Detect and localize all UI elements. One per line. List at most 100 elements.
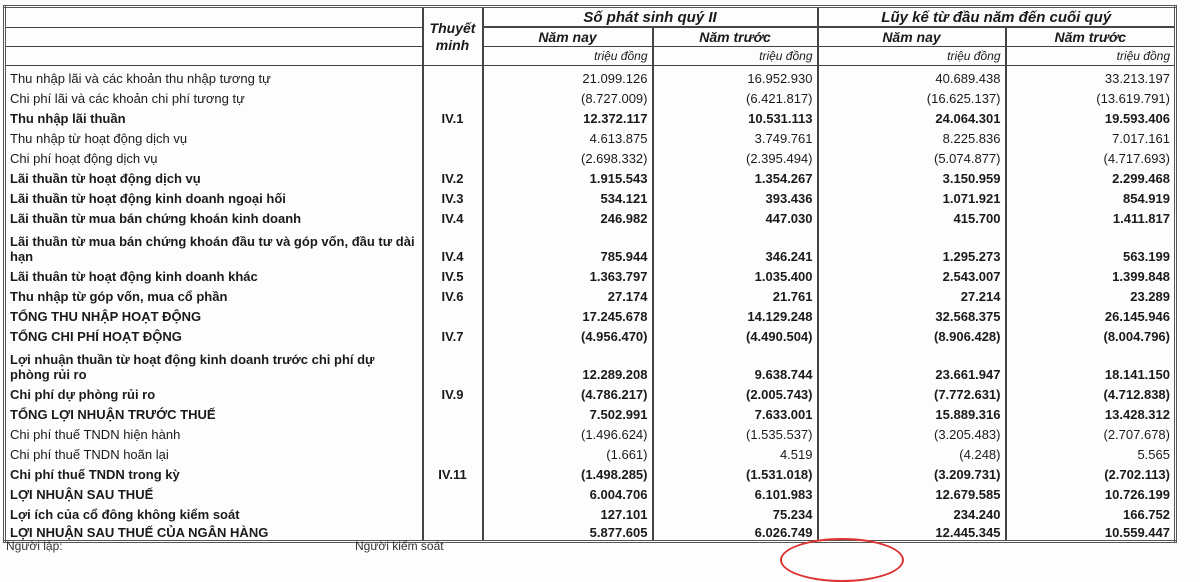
row-note: IV.6 bbox=[421, 283, 483, 304]
row-label: LỢI NHUẬN SAU THUẾ CỦA NGÂN HÀNG bbox=[10, 525, 269, 540]
quarter-this-year-value: 246.982 bbox=[481, 205, 653, 226]
ytd-this-year-value: 27.214 bbox=[816, 283, 1006, 304]
row-label: Chi phí lãi và các khoản chi phí tương t… bbox=[10, 90, 245, 106]
ytd-this-year-value: 32.568.375 bbox=[816, 303, 1006, 324]
row-label: Lãi thuần từ mua bán chứng khoán kinh do… bbox=[10, 210, 302, 226]
row-note: IV.2 bbox=[421, 165, 483, 186]
quarter-last-year-value: 3.749.761 bbox=[651, 125, 818, 146]
ytd-last-year-value: 26.145.946 bbox=[1004, 303, 1176, 324]
quarter-last-year-value: 16.952.930 bbox=[651, 65, 818, 86]
ytd-last-year-value: 18.141.150 bbox=[1004, 343, 1176, 382]
quarter-this-year-value: (8.727.009) bbox=[481, 85, 653, 106]
note-column-header: Thuyết minh bbox=[421, 6, 483, 66]
row-label: Thu nhập lãi và các khoản thu nhập tương… bbox=[10, 70, 271, 86]
quarter-last-year-value: 393.436 bbox=[651, 185, 818, 206]
row-note bbox=[421, 401, 483, 422]
row-label: Lợi ích của cổ đông không kiểm soát bbox=[10, 506, 240, 522]
row-label: Chi phí dự phòng rủi ro bbox=[10, 386, 156, 402]
row-note bbox=[421, 441, 483, 462]
ytd-this-year-value: 24.064.301 bbox=[816, 105, 1006, 126]
quarter-last-year-value: (1.531.018) bbox=[651, 461, 818, 482]
quarter-last-year-value: 346.241 bbox=[651, 225, 818, 264]
table-row: LỢI NHUẬN SAU THUẾ 6.004.706 6.101.983 12.6… bbox=[5, 481, 1176, 502]
red-stamp bbox=[780, 538, 904, 582]
quarter-this-year-value: 12.289.208 bbox=[481, 343, 653, 382]
row-label: Chi phí thuế TNDN trong kỳ bbox=[10, 466, 180, 482]
row-label: TỔNG THU NHẬP HOẠT ĐỘNG bbox=[10, 308, 202, 324]
row-label: Lãi thuần từ hoạt động kinh doanh ngoại … bbox=[10, 190, 286, 206]
table-row: Thu nhập lãi thuần IV.1 12.372.117 10.531.1… bbox=[5, 105, 1176, 126]
ytd-last-year-value: 854.919 bbox=[1004, 185, 1176, 206]
ytd-this-year-value: 3.150.959 bbox=[816, 165, 1006, 186]
quarter-this-year-value: 12.372.117 bbox=[481, 105, 653, 126]
blank-header bbox=[4, 6, 423, 28]
row-note bbox=[421, 303, 483, 324]
row-note: IV.5 bbox=[421, 263, 483, 284]
table-row: LỢI NHUẬN SAU THUẾ CỦA NGÂN HÀNG 5.877.60… bbox=[5, 521, 1176, 542]
unit-label: triệu đồng bbox=[816, 46, 1006, 66]
ytd-last-year-value: 23.289 bbox=[1004, 283, 1176, 304]
quarter-this-year-value: 21.099.126 bbox=[481, 65, 653, 86]
ytd-this-year-header: Năm nay bbox=[816, 27, 1006, 47]
row-label: Thu nhập từ góp vốn, mua cổ phần bbox=[10, 288, 228, 304]
quarter-last-year-value: (6.421.817) bbox=[651, 85, 818, 106]
row-note: IV.4 bbox=[421, 225, 483, 264]
quarter-this-year-value: (1.496.624) bbox=[481, 421, 653, 442]
quarter-this-year-value: 1.363.797 bbox=[481, 263, 653, 284]
unit-label: triệu đồng bbox=[481, 46, 653, 66]
table-row: Thu nhập từ hoạt động dịch vụ 4.613.875 3.… bbox=[5, 125, 1176, 146]
row-note bbox=[421, 85, 483, 106]
ytd-last-year-value: 33.213.197 bbox=[1004, 65, 1176, 86]
table-row: Lãi thuần từ hoạt động kinh doanh ngoại … bbox=[5, 185, 1176, 206]
row-note: IV.7 bbox=[421, 323, 483, 344]
table-row: Lãi thuần từ mua bán chứng khoán đầu tư … bbox=[5, 225, 1176, 264]
row-label: Thu nhập lãi thuần bbox=[10, 110, 126, 126]
table-row: Lợi ích của cổ đông không kiểm soát 127.1… bbox=[5, 501, 1176, 522]
row-label: Thu nhập từ hoạt động dịch vụ bbox=[10, 130, 188, 146]
ytd-last-year-value: 7.017.161 bbox=[1004, 125, 1176, 146]
row-note: IV.11 bbox=[421, 461, 483, 482]
quarter-last-year-value: 1.354.267 bbox=[651, 165, 818, 186]
quarter-this-year-header: Năm nay bbox=[481, 27, 653, 47]
ytd-this-year-value: (3.205.483) bbox=[816, 421, 1006, 442]
quarter-last-year-value: 7.633.001 bbox=[651, 401, 818, 422]
table-row: Lãi thuân từ hoạt động kinh doanh khác IV… bbox=[5, 263, 1176, 284]
row-label: Lãi thuần từ hoạt động dịch vụ bbox=[10, 170, 201, 186]
ytd-this-year-value: (7.772.631) bbox=[816, 381, 1006, 402]
controlled-by-label: Người kiểm soát bbox=[355, 539, 444, 553]
row-note bbox=[421, 145, 483, 166]
blank-header bbox=[4, 46, 423, 66]
ytd-last-year-header: Năm trước bbox=[1004, 27, 1176, 47]
ytd-this-year-value: 15.889.316 bbox=[816, 401, 1006, 422]
quarter-this-year-value: 5.877.605 bbox=[481, 521, 653, 542]
row-note: IV.4 bbox=[421, 205, 483, 226]
table-row: TỔNG LỢI NHUẬN TRƯỚC THUẾ 7.502.991 7.633.… bbox=[5, 401, 1176, 422]
table-row: Chi phí dự phòng rủi ro IV.9 (4.786.217) (2… bbox=[5, 381, 1176, 402]
row-label: Lợi nhuận thuần từ hoạt động kinh doanh … bbox=[10, 351, 375, 382]
ytd-this-year-value: 8.225.836 bbox=[816, 125, 1006, 146]
row-note bbox=[421, 65, 483, 86]
quarter-last-year-value: (2.005.743) bbox=[651, 381, 818, 402]
table-row: Lãi thuần từ mua bán chứng khoán kinh do… bbox=[5, 205, 1176, 226]
quarter-last-year-value: (4.490.504) bbox=[651, 323, 818, 344]
ytd-this-year-value: 1.071.921 bbox=[816, 185, 1006, 206]
ytd-last-year-value: 10.559.447 bbox=[1004, 521, 1176, 542]
row-note bbox=[421, 481, 483, 502]
table-row: Chi phí thuế TNDN hiện hành (1.496.624) (1… bbox=[5, 421, 1176, 442]
table-row: TỔNG THU NHẬP HOẠT ĐỘNG 17.245.678 14.129.… bbox=[5, 303, 1176, 324]
ytd-last-year-value: (2.702.113) bbox=[1004, 461, 1176, 482]
ytd-this-year-value: (8.906.428) bbox=[816, 323, 1006, 344]
table-row: Lãi thuần từ hoạt động dịch vụ IV.2 1.915.… bbox=[5, 165, 1176, 186]
quarter-this-year-value: 534.121 bbox=[481, 185, 653, 206]
ytd-last-year-value: 166.752 bbox=[1004, 501, 1176, 522]
row-label: LỢI NHUẬN SAU THUẾ bbox=[10, 486, 154, 502]
quarter-this-year-value: (1.498.285) bbox=[481, 461, 653, 482]
row-label: Lãi thuân từ hoạt động kinh doanh khác bbox=[10, 268, 258, 284]
table-row: Thu nhập lãi và các khoản thu nhập tương… bbox=[5, 65, 1176, 86]
ytd-last-year-value: (13.619.791) bbox=[1004, 85, 1176, 106]
quarter-last-year-value: 9.638.744 bbox=[651, 343, 818, 382]
ytd-last-year-value: 563.199 bbox=[1004, 225, 1176, 264]
table-row: Chi phí thuế TNDN hoãn lại (1.661) 4.519 (4… bbox=[5, 441, 1176, 462]
ytd-this-year-value: 12.679.585 bbox=[816, 481, 1006, 502]
quarter-last-year-value: 10.531.113 bbox=[651, 105, 818, 126]
